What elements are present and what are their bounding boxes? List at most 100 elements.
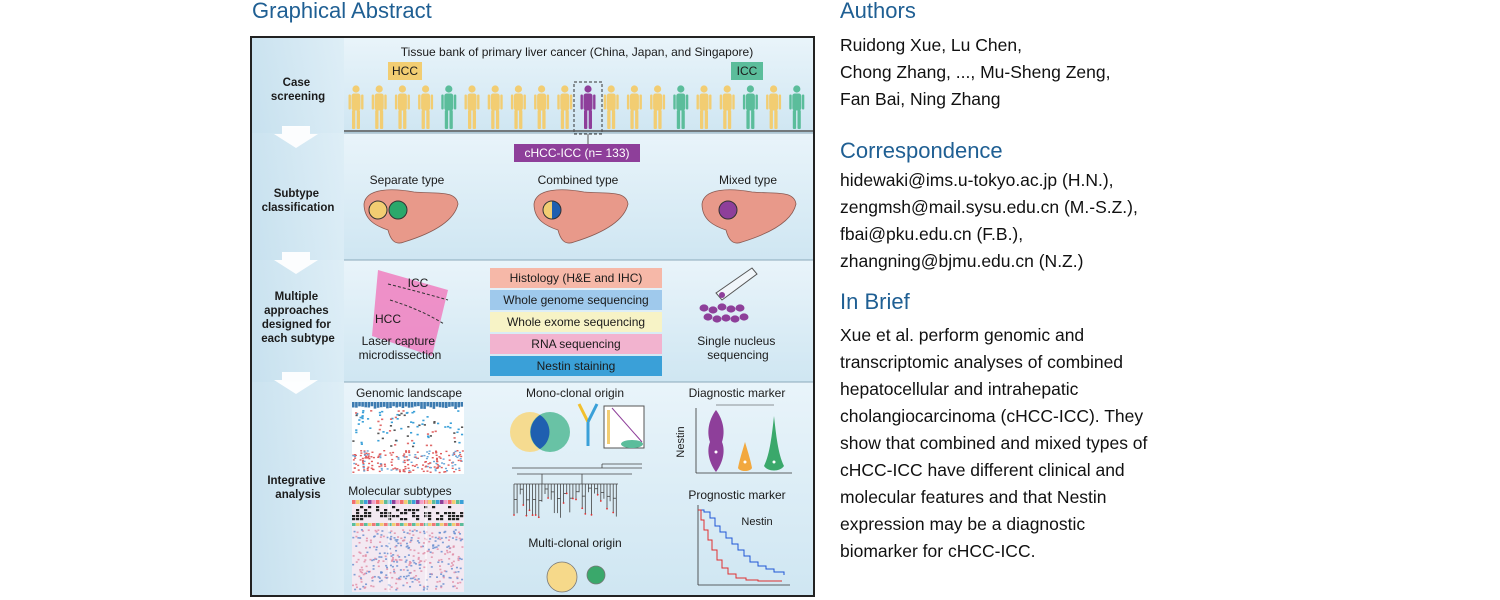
patient-figure: [696, 85, 712, 129]
patient-figure: [418, 85, 434, 129]
hcc-tag: [388, 62, 422, 80]
correspondence-email[interactable]: fbai@pku.edu.cn (F.B.),: [840, 224, 1024, 244]
approach-item: Whole exome sequencing: [490, 312, 662, 332]
violin-y-axis-label: Nestin: [675, 426, 687, 457]
genomic-landscape-title: Genomic landscape: [356, 386, 462, 400]
violin-combined: [708, 410, 724, 472]
patient-figure: [742, 85, 758, 129]
stage-subtype-classification: Subtype classification: [262, 188, 335, 214]
mixed-nodule: [718, 200, 738, 220]
subtype-separate-label: Separate type: [370, 173, 445, 187]
patient-figure: [789, 85, 805, 129]
km-curve-high: [698, 509, 782, 582]
approach-label: RNA sequencing: [531, 337, 620, 351]
in-brief-line: cholangiocarcinoma (cHCC-ICC). They: [840, 406, 1144, 426]
patient-figure: [603, 85, 619, 129]
mono-clonal-venn: [510, 412, 570, 452]
correspondence-list: hidewaki@ims.u-tokyo.ac.jp (H.N.), zengm…: [840, 167, 1138, 275]
correspondence-email[interactable]: zengmsh@mail.sysu.edu.cn (M.-S.Z.),: [840, 197, 1138, 217]
molecular-subtypes-title: Molecular subtypes: [348, 484, 451, 498]
patient-figure: [580, 85, 596, 129]
patient-figure: [510, 85, 526, 129]
graphical-abstract-figure: Case screening Subtype classification Mu…: [250, 36, 815, 597]
patient-figure: [557, 85, 573, 129]
diagnostic-marker-title: Diagnostic marker: [689, 386, 786, 400]
in-brief-line: show that combined and mixed types of: [840, 433, 1148, 453]
patient-figure: [394, 85, 410, 129]
authors-title: Authors: [840, 0, 916, 23]
flow-arrows: [274, 126, 318, 394]
cohort-badge: [514, 144, 640, 162]
genomic-landscape-heatmap: [352, 402, 464, 474]
patient-figure: [719, 85, 735, 129]
patient-figures: [348, 85, 805, 129]
authors-list: Ruidong Xue, Lu Chen, Chong Zhang, ..., …: [840, 32, 1110, 113]
patient-figure: [371, 85, 387, 129]
approach-list: Histology (H&E and IHC) Whole genome sequ…: [490, 268, 662, 376]
prognostic-marker-title: Prognostic marker: [688, 488, 785, 502]
approach-label: Whole genome sequencing: [503, 293, 648, 307]
prognostic-km-plot: Nestin: [697, 505, 790, 586]
in-brief-line: biomarker for cHCC-ICC.: [840, 541, 1036, 561]
patient-figure: [441, 85, 457, 129]
correspondence-title: Correspondence: [840, 138, 1003, 163]
snseq-caption: Single nucleus sequencing: [697, 334, 778, 362]
multi-clonal-title: Multi-clonal origin: [528, 536, 621, 550]
snseq-illustration: [699, 267, 758, 323]
icc-tag: [731, 62, 763, 80]
in-brief-line: hepatocellular and intrahepatic: [840, 379, 1079, 399]
icc-tag-label: ICC: [737, 64, 758, 78]
km-label: Nestin: [741, 516, 772, 528]
in-brief-title: In Brief: [840, 289, 910, 314]
phylogenetic-tree: [512, 463, 642, 519]
approach-item: RNA sequencing: [490, 334, 662, 354]
in-brief-line: transcriptomic analyses of combined: [840, 352, 1124, 372]
violin-icc: [764, 416, 784, 471]
liver-separate: [363, 189, 459, 244]
separate-hcc-nodule: [368, 200, 388, 220]
approach-label: Histology (H&E and IHC): [510, 271, 643, 285]
tissue-bank-label: Tissue bank of primary liver cancer (Chi…: [401, 45, 753, 59]
in-brief-line: molecular features and that Nestin: [840, 487, 1107, 507]
diagnostic-violin-plot: Nestin: [675, 404, 792, 474]
lcm-tissue: [372, 270, 448, 356]
hcc-tag-label: HCC: [392, 64, 418, 78]
approach-label: Whole exome sequencing: [507, 315, 645, 329]
patient-figure: [766, 85, 782, 129]
mono-clonal-phylogeny: [577, 403, 599, 446]
graphical-abstract-title: Graphical Abstract: [252, 0, 432, 23]
lcm-hcc-label: HCC: [375, 312, 401, 326]
approach-item: Whole genome sequencing: [490, 290, 662, 310]
molecular-subtypes-heatmap: [352, 500, 464, 592]
stage-integrative-analysis: Integrative analysis: [267, 475, 328, 501]
patient-figure: [626, 85, 642, 129]
patient-figure: [650, 85, 666, 129]
multi-clonal-icc-circle: [586, 565, 606, 585]
in-brief-text: Xue et al. perform genomic and transcrip…: [840, 322, 1147, 565]
patient-figure: [464, 85, 480, 129]
correspondence-email[interactable]: hidewaki@ims.u-tokyo.ac.jp (H.N.),: [840, 170, 1114, 190]
approach-label: Nestin staining: [537, 359, 616, 373]
lcm-caption: Laser capture microdissection: [359, 334, 442, 362]
mono-clonal-title: Mono-clonal origin: [526, 386, 624, 400]
cohort-label: cHCC-ICC (n= 133): [524, 146, 629, 160]
in-brief-line: expression may be a diagnostic: [840, 514, 1086, 534]
stage-case-screening: Case screening: [271, 77, 325, 103]
in-brief-line: Xue et al. perform genomic and: [840, 325, 1085, 345]
in-brief-line: cHCC-ICC have different clinical and: [840, 460, 1125, 480]
stage-multiple-approaches: Multiple approaches designed for each su…: [261, 291, 335, 345]
authors-line: Chong Zhang, ..., Mu-Sheng Zeng,: [840, 62, 1111, 82]
approach-item: Histology (H&E and IHC): [490, 268, 662, 288]
patient-figure: [534, 85, 550, 129]
combined-nodule: [542, 200, 562, 220]
patient-figure: [673, 85, 689, 129]
subtype-combined-label: Combined type: [538, 173, 619, 187]
lcm-icc-label: ICC: [408, 276, 429, 290]
correspondence-email[interactable]: zhangning@bjmu.edu.cn (N.Z.): [840, 251, 1084, 271]
km-curve-low: [698, 509, 785, 575]
violin-hcc: [738, 442, 752, 471]
patient-figure: [348, 85, 364, 129]
subtype-mixed-label: Mixed type: [719, 173, 777, 187]
separate-icc-nodule: [388, 200, 408, 220]
multi-clonal-hcc-circle: [546, 561, 578, 593]
